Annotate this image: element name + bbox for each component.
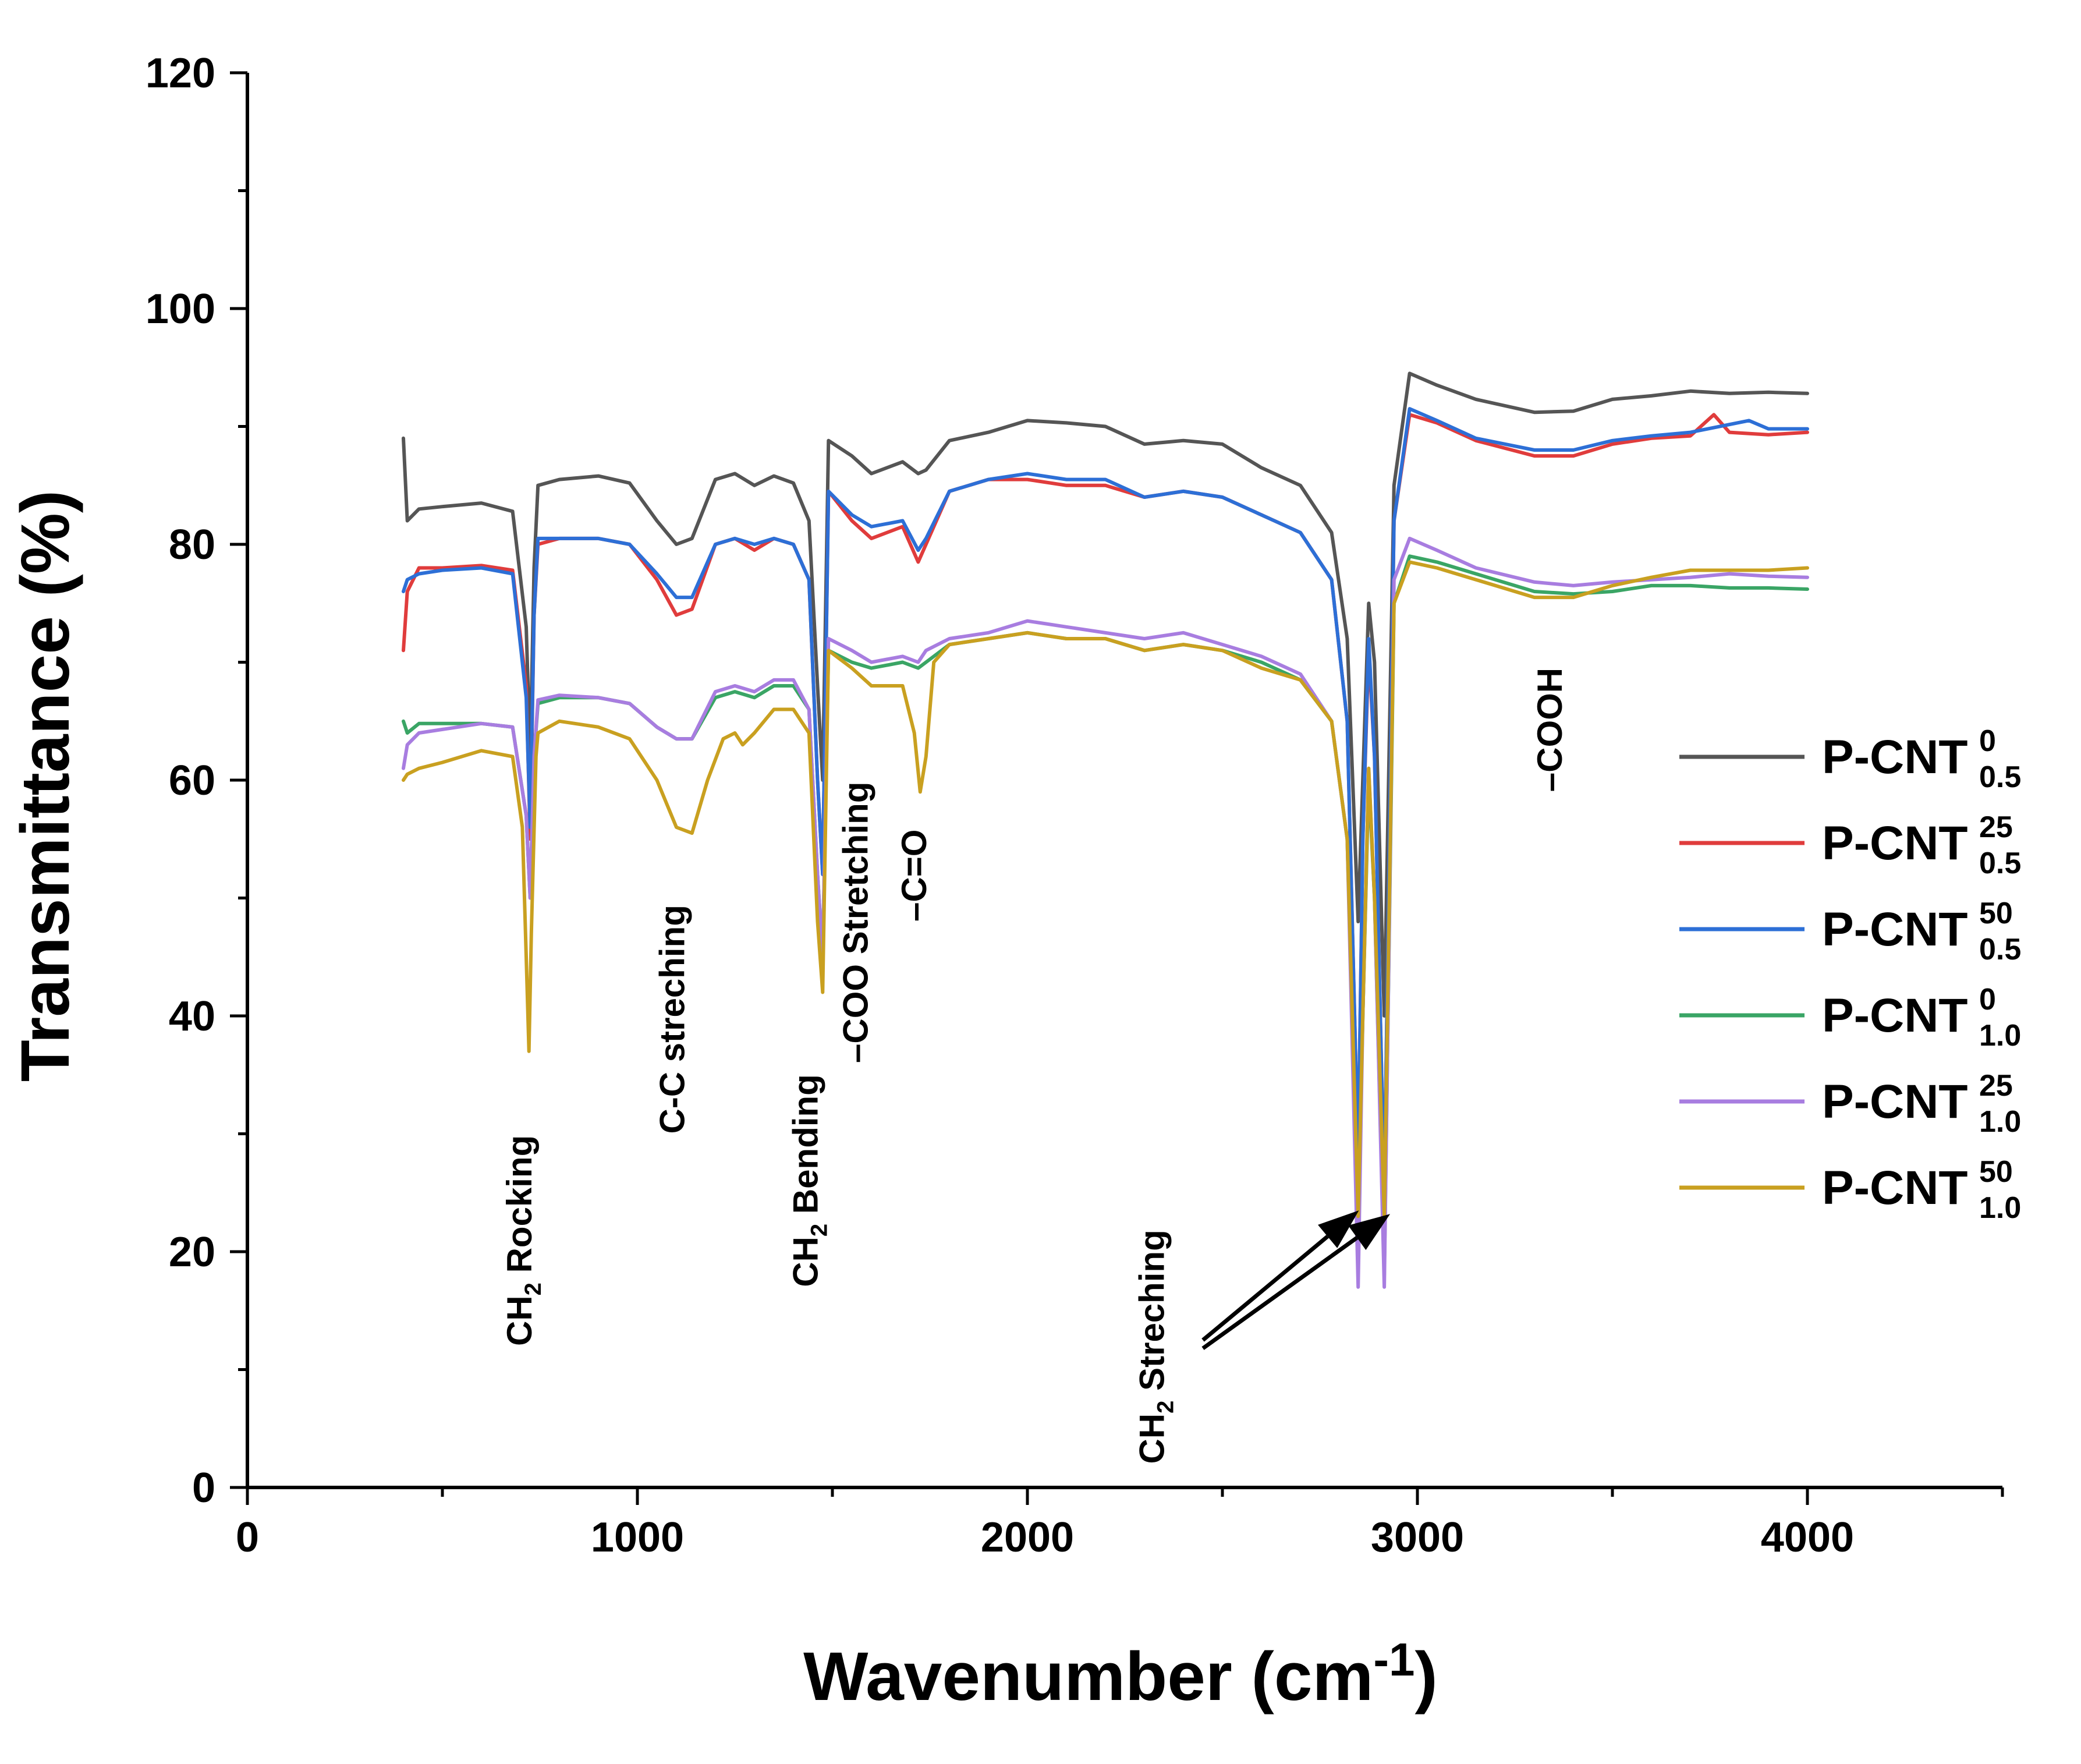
legend-label-1: P-CNT — [1822, 731, 1968, 784]
y-axis-title: Transmittance (%) — [7, 490, 84, 1082]
x-axis-title-sup: -1 — [1373, 1634, 1414, 1685]
arrow-shaft-2 — [1201, 1236, 1359, 1350]
x-tick-label: 1000 — [591, 1514, 684, 1561]
x-tick-label: 0 — [236, 1514, 259, 1561]
legend-subscript-1: 0.5 — [1979, 760, 2021, 794]
legend-superscript-6: 50 — [1979, 1155, 2013, 1189]
legend: P-CNT 00.5P-CNT 250.5P-CNT 500.5P-CNT 01.0P-… — [1679, 724, 2021, 1225]
y-tick-label: 120 — [146, 50, 215, 97]
series-line-5 — [402, 536, 1809, 1289]
annotation-text: C-C streching — [653, 905, 692, 1134]
legend-subscript-6: 1.0 — [1979, 1191, 2021, 1225]
annotation-cooh: –COOH — [1530, 668, 1569, 792]
annotation-text: –COO Stretching — [836, 782, 875, 1063]
annotation-text-rest: Streching — [1133, 1230, 1172, 1400]
annotation-subscript: 2 — [1153, 1401, 1179, 1414]
legend-label-3: P-CNT — [1822, 903, 1968, 956]
legend-superscript-3: 50 — [1979, 897, 2013, 930]
y-tick-label: 60 — [169, 757, 215, 804]
series-line-1 — [402, 371, 1809, 1018]
y-tick-label: 100 — [146, 286, 215, 332]
series-line-2 — [402, 413, 1809, 1195]
annotation-text: CH — [500, 1295, 539, 1346]
series-line-4 — [402, 554, 1809, 1277]
annotation-text: –C=O — [895, 830, 934, 922]
y-tick-label: 40 — [169, 993, 215, 1040]
y-tick-label: 0 — [192, 1465, 215, 1511]
annotation-text-rest: Bending — [786, 1074, 825, 1224]
legend-superscript-4: 0 — [1979, 983, 1996, 1016]
legend-label-4: P-CNT — [1822, 989, 1968, 1042]
annotation-cc-stretching: C-C streching — [653, 905, 692, 1134]
series-line-6 — [402, 560, 1809, 1218]
annotation-coo-stretching: –COO Stretching — [836, 782, 875, 1063]
legend-superscript-2: 25 — [1979, 810, 2013, 844]
y-tick-label: 80 — [169, 522, 215, 568]
series-group — [402, 371, 1809, 1289]
legend-superscript-1: 0 — [1979, 724, 1996, 758]
annotation-c-o: –C=O — [895, 830, 934, 922]
annotation-ch2-rocking: CH2 Rocking — [500, 1135, 546, 1346]
annotation-subscript: 2 — [807, 1224, 832, 1237]
legend-subscript-4: 1.0 — [1979, 1019, 2021, 1053]
annotation-subscript: 2 — [520, 1283, 546, 1295]
x-axis-title-close: ) — [1415, 1638, 1438, 1715]
legend-label-5: P-CNT — [1822, 1075, 1968, 1128]
arrow-head-1 — [1318, 1210, 1359, 1248]
x-tick-label: 2000 — [981, 1514, 1074, 1561]
x-axis-title-main: Wavenumber (cm — [803, 1638, 1373, 1715]
legend-label-2: P-CNT — [1822, 817, 1968, 870]
annotation-text: CH — [786, 1237, 825, 1287]
legend-subscript-5: 1.0 — [1979, 1105, 2021, 1139]
annotation-text: –COOH — [1530, 668, 1569, 792]
annotation-text: CH — [1133, 1414, 1172, 1464]
annotation-ch2-bending: CH2 Bending — [786, 1074, 832, 1287]
legend-superscript-5: 25 — [1979, 1069, 2013, 1103]
x-tick-label: 4000 — [1761, 1514, 1854, 1561]
annotation-ch2-stretching: CH2 Streching — [1133, 1230, 1179, 1464]
legend-label-6: P-CNT — [1822, 1161, 1968, 1214]
arrow-head-2 — [1348, 1214, 1391, 1251]
x-tick-label: 3000 — [1371, 1514, 1464, 1561]
annotation-text-rest: Rocking — [500, 1135, 539, 1283]
legend-subscript-3: 0.5 — [1979, 933, 2021, 966]
legend-subscript-2: 0.5 — [1979, 846, 2021, 880]
y-tick-label: 20 — [169, 1229, 215, 1276]
arrow-shaft-1 — [1201, 1235, 1329, 1342]
series-line-3 — [402, 407, 1809, 1195]
x-axis-title: Wavenumber (cm-1) — [803, 1634, 1438, 1715]
